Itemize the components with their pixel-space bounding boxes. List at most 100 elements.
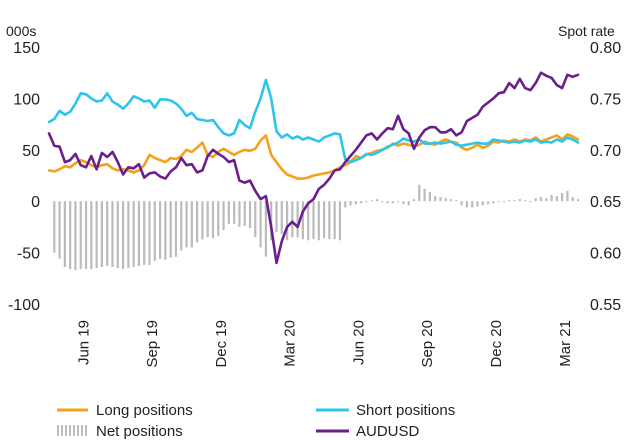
right-axis-tick-label: 0.80 xyxy=(590,40,621,57)
net-position-bar xyxy=(428,191,431,202)
legend-label-long-positions: Long positions xyxy=(96,402,193,419)
left-axis-unit-label: 000s xyxy=(6,23,36,39)
left-axis-ticks: 150 100 50 0 -50 -100 xyxy=(8,40,40,314)
net-position-bar xyxy=(322,201,326,239)
net-position-bar xyxy=(53,201,56,253)
net-position-bar xyxy=(264,201,267,257)
net-position-bar xyxy=(301,201,305,240)
right-axis-tick-label: 0.75 xyxy=(590,91,621,108)
net-position-bar xyxy=(148,201,151,265)
net-position-bar xyxy=(508,200,511,202)
net-position-bar xyxy=(333,201,336,240)
net-position-bar xyxy=(58,201,61,259)
short-positions-line xyxy=(47,78,580,164)
legend-swatch-tick xyxy=(73,425,75,436)
net-position-bar xyxy=(285,201,289,241)
net-position-bar xyxy=(296,201,299,238)
net-position-bar xyxy=(481,201,484,206)
legend-swatch-tick xyxy=(69,425,71,436)
net-position-bar xyxy=(211,201,215,239)
net-position-bar xyxy=(486,201,490,205)
legend-swatch-tick xyxy=(61,425,63,436)
net-position-bar xyxy=(190,201,193,248)
net-position-bar xyxy=(439,197,442,202)
net-position-bar xyxy=(174,201,178,257)
net-position-bar xyxy=(492,201,495,204)
net-position-bar xyxy=(243,201,246,226)
net-position-bar xyxy=(386,201,389,204)
net-position-bar xyxy=(455,200,458,202)
net-position-bar xyxy=(312,201,315,240)
net-position-bar xyxy=(280,201,283,235)
right-axis-tick-label: 0.70 xyxy=(590,143,621,160)
legend-label-net-positions: Net positions xyxy=(96,423,183,440)
net-position-bar xyxy=(111,201,114,267)
x-axis-tick-label: Sep 20 xyxy=(419,320,436,368)
left-axis-tick-label: 50 xyxy=(22,143,40,160)
net-position-bar xyxy=(360,201,363,204)
x-axis-tick-label: Dec 20 xyxy=(488,320,505,368)
x-axis-ticks: Jun 19 Sep 19 Dec 19 Mar 20 Jun 20 Sep 20 Dec … xyxy=(75,320,573,368)
net-position-bar xyxy=(539,197,543,202)
net-position-bar xyxy=(196,201,199,243)
net-position-bar xyxy=(375,199,379,202)
net-position-bar xyxy=(90,201,93,270)
net-position-bar xyxy=(79,201,82,270)
net-position-bar xyxy=(555,196,558,202)
right-axis-ticks: 0.80 0.75 0.70 0.65 0.60 0.55 xyxy=(590,40,621,314)
net-position-bar xyxy=(222,201,225,230)
net-position-bar xyxy=(116,201,119,269)
x-axis-tick-label: Dec 19 xyxy=(213,320,230,368)
left-axis-tick-label: 0 xyxy=(31,194,40,211)
net-position-bar xyxy=(402,201,405,205)
right-axis-tick-label: 0.55 xyxy=(590,297,621,314)
net-position-bar xyxy=(349,201,352,206)
net-position-bar xyxy=(201,201,204,240)
net-position-bar xyxy=(259,201,262,248)
net-position-bar xyxy=(307,201,310,241)
net-position-bar xyxy=(254,201,257,238)
net-position-bar xyxy=(275,201,278,233)
net-position-bar xyxy=(566,190,569,202)
audusd-line xyxy=(47,71,580,265)
net-position-bar xyxy=(423,188,426,202)
net-position-bar xyxy=(344,201,347,208)
net-position-bar xyxy=(354,201,357,205)
net-position-bar xyxy=(164,201,167,260)
x-axis-tick-label: Mar 21 xyxy=(557,320,574,367)
net-position-bar xyxy=(460,201,463,206)
legend-label-short-positions: Short positions xyxy=(356,402,455,419)
net-position-bar xyxy=(248,201,252,228)
right-axis-tick-label: 0.60 xyxy=(590,246,621,263)
net-position-bar xyxy=(513,200,516,202)
right-axis-tick-label: 0.65 xyxy=(590,194,621,211)
net-position-bar xyxy=(497,201,500,203)
net-position-bar xyxy=(137,201,141,266)
legend-swatch-tick xyxy=(81,425,83,436)
net-position-bar xyxy=(391,201,394,204)
series-lines xyxy=(47,71,580,265)
net-position-bar xyxy=(529,201,532,203)
net-position-bar xyxy=(381,201,384,203)
net-position-bar xyxy=(84,201,88,270)
net-position-bar xyxy=(153,201,156,261)
net-position-bar xyxy=(434,196,437,202)
net-position-bar xyxy=(465,201,469,208)
legend-swatch-tick xyxy=(85,425,87,436)
net-position-bar xyxy=(370,200,373,202)
net-position-bar xyxy=(407,201,410,206)
net-position-bar xyxy=(180,201,183,251)
net-position-bar xyxy=(227,201,230,224)
net-position-bar xyxy=(158,201,162,259)
net-position-bar xyxy=(444,198,447,202)
left-axis-tick-label: -50 xyxy=(17,246,40,263)
net-position-bar xyxy=(418,184,421,202)
legend-swatch-tick xyxy=(65,425,67,436)
net-position-bar xyxy=(365,201,368,203)
net-position-bar xyxy=(502,201,506,202)
net-position-bar xyxy=(95,201,98,269)
legend-label-audusd: AUDUSD xyxy=(356,423,420,440)
legend: Long positions Short positions Net posit… xyxy=(57,402,455,440)
x-axis-tick-label: Jun 20 xyxy=(350,320,367,365)
